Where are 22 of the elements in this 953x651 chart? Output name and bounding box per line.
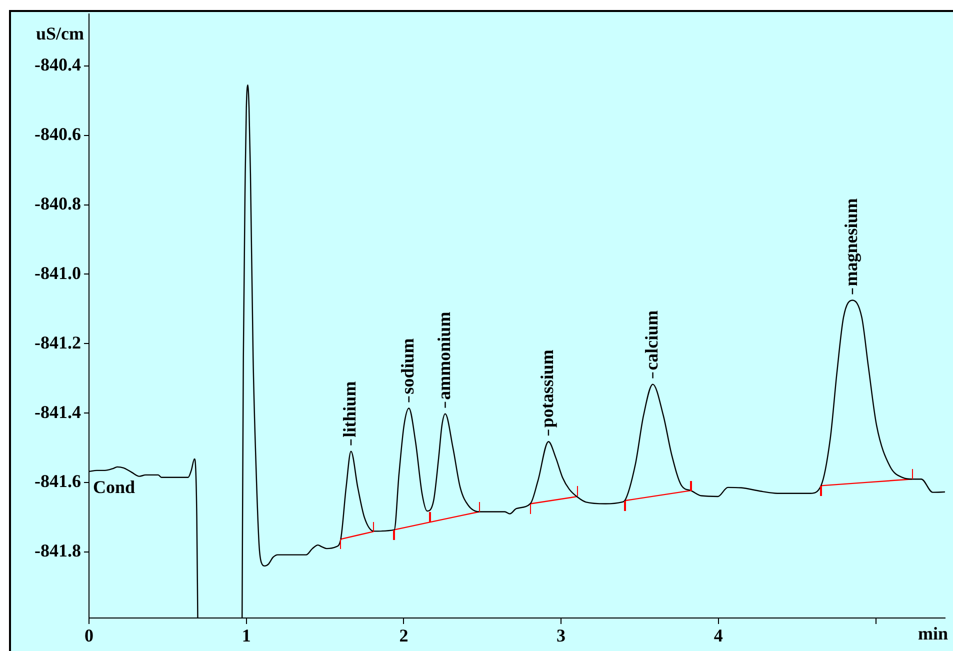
x-axis-title: min — [918, 624, 948, 644]
y-tick-label: -841.2 — [34, 332, 81, 352]
annotation: calcium — [641, 310, 662, 370]
y-tick-label: -840.6 — [34, 124, 81, 144]
x-tick-label: 0 — [84, 625, 94, 646]
y-tick-label: -840.4 — [34, 54, 81, 75]
x-tick-label: 2 — [399, 625, 408, 646]
x-tick-label: 4 — [714, 625, 723, 646]
y-tick-label: -841.8 — [34, 540, 81, 561]
annotation: ammonium — [434, 312, 454, 400]
x-tick-label: 3 — [556, 625, 566, 646]
series-label: Cond — [93, 477, 136, 498]
y-tick-label: -841.6 — [34, 471, 81, 492]
y-tick-label: -841.0 — [34, 262, 81, 283]
annotation: potassium — [537, 350, 558, 428]
y-tick-label: -841.4 — [34, 402, 81, 422]
y-axis-title: uS/cm — [36, 23, 84, 44]
annotation: lithium — [340, 381, 360, 438]
x-tick-label: 1 — [242, 625, 251, 646]
y-tick-label: -840.8 — [34, 193, 81, 214]
annotation: sodium — [398, 338, 418, 394]
annotation: magnesium — [841, 198, 862, 286]
